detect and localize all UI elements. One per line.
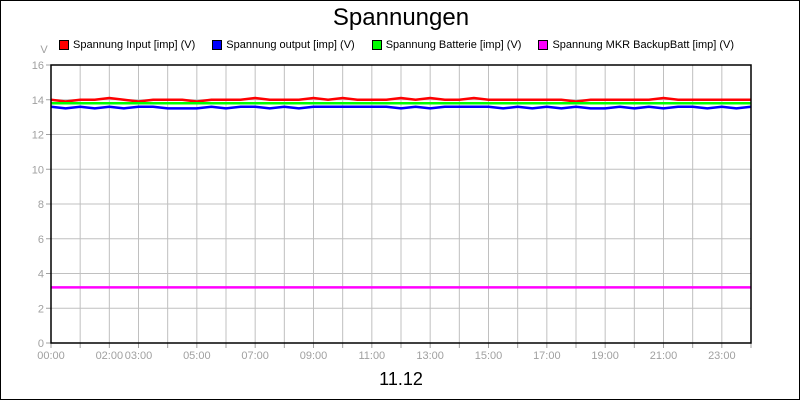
y-tick-label: 0	[38, 338, 44, 350]
legend-label: Spannung MKR BackupBatt [imp] (V)	[552, 39, 735, 51]
x-tick-label: 02:00	[96, 350, 124, 362]
x-tick-label: 07:00	[241, 350, 269, 362]
x-tick-label: 21:00	[650, 350, 678, 362]
legend-item-input: Spannung Input [imp] (V)	[59, 39, 195, 51]
legend-item-batterie: Spannung Batterie [imp] (V)	[371, 39, 522, 51]
y-tick-label: 14	[32, 95, 44, 107]
y-tick-label: 10	[32, 164, 44, 176]
series-line-2	[50, 105, 752, 110]
legend-label: Spannung Batterie [imp] (V)	[385, 39, 522, 51]
legend: Spannung Input [imp] (V) Spannung output…	[59, 39, 751, 51]
x-tick-label: 19:00	[591, 350, 619, 362]
y-tick-label: 2	[38, 303, 44, 315]
y-axis-label: V	[40, 44, 48, 56]
y-tick-label: 12	[32, 130, 44, 142]
x-tick-label: 13:00	[416, 350, 444, 362]
plot-border	[50, 64, 752, 344]
x-tick-label: 17:00	[533, 350, 561, 362]
y-tick-label: 16	[32, 60, 44, 72]
y-tick-label: 6	[38, 234, 44, 246]
series-line-1	[50, 96, 751, 103]
x-tick-label: 00:00	[37, 350, 65, 362]
x-tick-label: 15:00	[475, 350, 503, 362]
legend-swatch	[538, 40, 549, 50]
legend-label: Spannung Input [imp] (V)	[73, 39, 196, 51]
x-tick-label: 11:00	[358, 350, 385, 362]
legend-swatch	[59, 40, 69, 50]
chart-title: Spannungen	[332, 4, 470, 31]
legend-swatch	[212, 40, 223, 50]
x-tick-label: 05:00	[183, 350, 211, 362]
legend-item-output: Spannung output [imp] (V)	[212, 39, 355, 51]
y-tick-label: 8	[38, 199, 44, 211]
y-tick-label: 4	[38, 269, 44, 281]
x-tick-label: 09:00	[300, 350, 328, 362]
x-tick-label: 23:00	[708, 350, 736, 362]
legend-swatch	[371, 40, 382, 50]
legend-item-mkr: Spannung MKR BackupBatt [imp] (V)	[538, 39, 734, 51]
x-tick-label: 03:00	[125, 350, 153, 362]
x-axis-title: 11.12	[379, 369, 423, 389]
legend-label: Spannung output [imp] (V)	[226, 39, 355, 51]
